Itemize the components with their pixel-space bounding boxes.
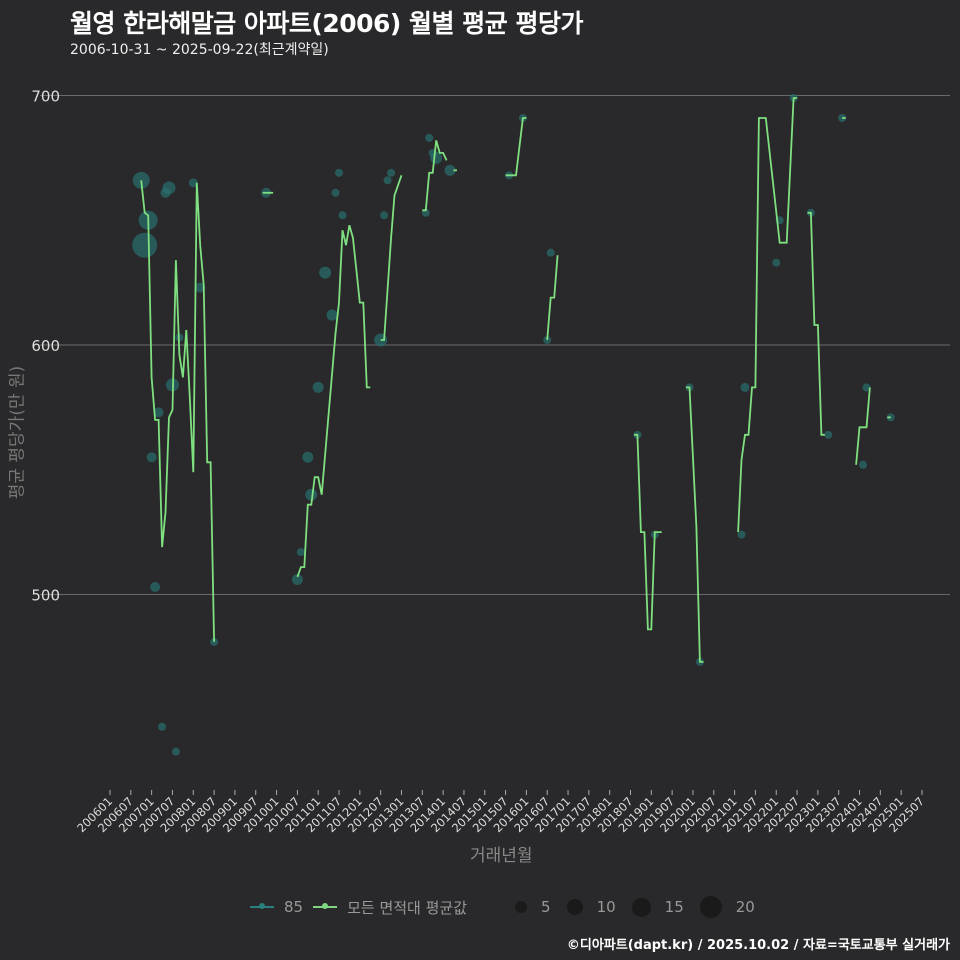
data-point (380, 211, 389, 220)
average-line (634, 433, 662, 631)
data-point (737, 530, 746, 539)
chart-subtitle: 2006-10-31 ~ 2025-09-22(최근계약일) (70, 42, 329, 58)
data-point (312, 381, 324, 393)
data-point (838, 113, 847, 122)
average-line (422, 140, 448, 212)
size-label: 20 (735, 898, 755, 916)
data-point (158, 722, 167, 731)
legend-item-85[interactable]: 85 (250, 898, 303, 916)
size-dot-icon (631, 897, 651, 917)
data-point (740, 382, 750, 392)
data-point (331, 188, 340, 197)
average-line (140, 180, 215, 642)
data-point (291, 574, 303, 586)
legend-label: 모든 면적대 평균값 (347, 898, 468, 917)
legend-label: 85 (284, 898, 304, 916)
legend-item-average[interactable]: 모든 면적대 평균값 (313, 897, 467, 918)
data-point (383, 176, 392, 185)
data-point (335, 168, 344, 177)
chart-title: 월영 한라해말금 아파트(2006) 월별 평균 평당가 (70, 9, 583, 38)
average-line (505, 117, 527, 177)
size-label: 5 (541, 898, 551, 916)
average-line (807, 211, 825, 436)
average-line (380, 175, 403, 341)
source-credit: ©디아파트(dapt.kr) / 2025.10.02 / 자료=국토교통부 실… (566, 938, 950, 953)
legend-swatch-icon (313, 903, 338, 909)
average-line (737, 97, 798, 533)
data-point (302, 451, 314, 463)
data-point (444, 164, 456, 176)
data-point (319, 266, 332, 279)
data-point (862, 383, 871, 392)
average-line (855, 387, 871, 465)
x-axis-label: 거래년월 (470, 846, 533, 866)
size-dot-icon (699, 896, 722, 918)
data-point (387, 168, 396, 177)
size-label: 15 (664, 898, 684, 916)
size-dot-icon (566, 899, 583, 915)
data-point (296, 548, 305, 557)
data-point (546, 248, 555, 257)
data-point (210, 637, 219, 646)
data-point (171, 747, 180, 756)
data-point (153, 407, 164, 418)
y-tick-label: 700 (31, 88, 60, 106)
data-point (326, 309, 338, 321)
data-point (132, 232, 158, 258)
data-point (305, 488, 318, 501)
data-point (824, 430, 833, 439)
data-point (195, 282, 206, 293)
y-tick-label: 600 (31, 337, 60, 355)
data-point (772, 258, 781, 267)
data-point (162, 181, 176, 195)
size-legend: 5 10 15 20 (515, 896, 771, 918)
average-line (546, 255, 559, 341)
y-axis-label: 평균 평당가(만 원) (7, 365, 28, 500)
average-line (296, 224, 371, 578)
data-point (543, 336, 552, 345)
data-point (858, 460, 867, 469)
y-tick-label: 500 (31, 587, 60, 605)
data-point (425, 133, 434, 142)
legend-swatch-icon (250, 903, 274, 909)
data-point (150, 582, 161, 593)
data-point (188, 178, 198, 188)
data-point (338, 211, 347, 220)
legend: 85 모든 면적대 평균값 5 10 15 20 (250, 896, 771, 918)
size-dot-icon (515, 901, 528, 913)
data-point (146, 452, 157, 463)
average-line (686, 386, 704, 663)
size-label: 10 (596, 898, 616, 916)
